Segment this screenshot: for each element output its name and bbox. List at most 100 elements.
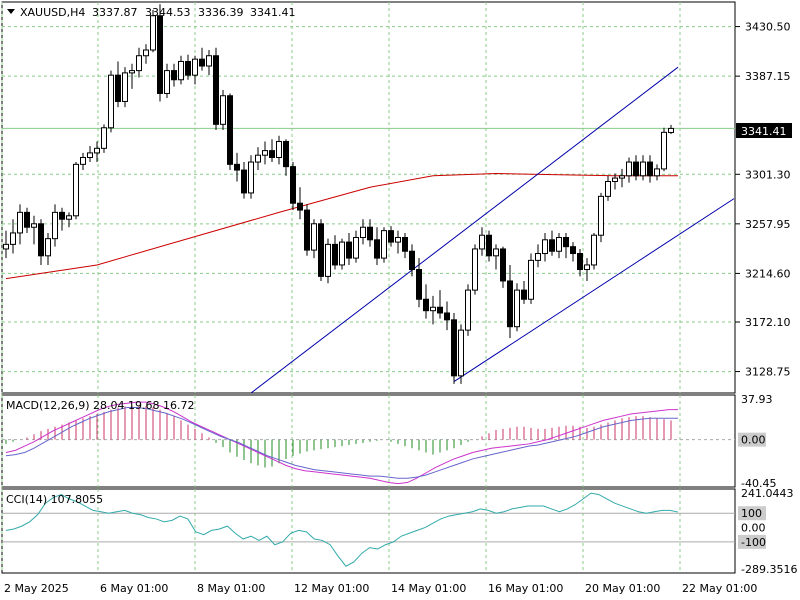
candle[interactable] (549, 239, 555, 252)
candle[interactable] (528, 259, 534, 300)
candlesticks[interactable] (3, 4, 674, 384)
channel-lower-line[interactable] (453, 198, 735, 382)
candle[interactable] (444, 312, 450, 321)
candle[interactable] (367, 226, 373, 241)
candle[interactable] (339, 241, 345, 266)
candle[interactable] (213, 55, 219, 125)
candle[interactable] (556, 237, 562, 252)
candle[interactable] (283, 140, 289, 168)
candle[interactable] (584, 264, 590, 271)
candle[interactable] (360, 226, 366, 239)
candle[interactable] (409, 250, 415, 271)
candle[interactable] (38, 223, 44, 257)
candle[interactable] (45, 238, 51, 257)
candle[interactable] (514, 289, 520, 328)
candle[interactable] (157, 15, 163, 94)
symbol-dropdown-icon[interactable] (7, 9, 15, 14)
candle[interactable] (388, 230, 394, 243)
candle[interactable] (577, 253, 583, 271)
candle[interactable] (437, 306, 443, 314)
candle[interactable] (73, 163, 79, 217)
candle[interactable] (563, 237, 569, 248)
candle[interactable] (164, 70, 170, 94)
candle[interactable] (17, 211, 23, 234)
candle[interactable] (633, 161, 639, 177)
candle[interactable] (94, 147, 100, 154)
candle[interactable] (185, 60, 191, 76)
candle[interactable] (472, 248, 478, 291)
candle[interactable] (479, 234, 485, 250)
candle[interactable] (227, 95, 233, 165)
candle[interactable] (465, 289, 471, 331)
candle[interactable] (318, 223, 324, 277)
candle[interactable] (80, 156, 86, 165)
candle[interactable] (192, 58, 198, 76)
candle[interactable] (241, 169, 247, 194)
candle[interactable] (10, 232, 16, 245)
candle[interactable] (332, 243, 338, 266)
candle[interactable] (150, 15, 156, 51)
candle[interactable] (178, 60, 184, 81)
candle[interactable] (430, 306, 436, 312)
candle[interactable] (325, 243, 331, 277)
candle[interactable] (108, 74, 114, 129)
candle[interactable] (486, 234, 492, 257)
candle[interactable] (59, 211, 65, 220)
candle[interactable] (395, 237, 401, 243)
candle[interactable] (619, 175, 625, 179)
candle[interactable] (402, 237, 408, 252)
candle[interactable] (129, 70, 135, 74)
candle[interactable] (451, 319, 457, 377)
candle[interactable] (458, 329, 464, 377)
candle[interactable] (220, 95, 226, 125)
candle[interactable] (262, 150, 268, 156)
candle[interactable] (640, 161, 646, 177)
candle[interactable] (87, 152, 93, 158)
candle[interactable] (661, 131, 667, 170)
candle[interactable] (521, 289, 527, 300)
candle[interactable] (24, 211, 30, 228)
candle[interactable] (206, 55, 212, 67)
candle[interactable] (346, 241, 352, 259)
candle[interactable] (668, 127, 674, 133)
candle[interactable] (598, 195, 604, 236)
candle[interactable] (234, 163, 240, 171)
candle[interactable] (52, 211, 58, 240)
candle[interactable] (647, 161, 653, 177)
candle[interactable] (3, 243, 9, 250)
candle[interactable] (570, 246, 576, 255)
candle[interactable] (248, 161, 254, 194)
candle[interactable] (493, 248, 499, 257)
candle[interactable] (143, 49, 149, 57)
candle[interactable] (171, 70, 177, 81)
candle[interactable] (612, 177, 618, 182)
cci-panel[interactable] (1, 488, 736, 574)
candle[interactable] (66, 215, 72, 220)
candle[interactable] (500, 248, 506, 282)
candle[interactable] (136, 55, 142, 72)
candle[interactable] (311, 223, 317, 251)
candle[interactable] (416, 269, 422, 300)
candle[interactable] (115, 74, 121, 102)
candle[interactable] (290, 166, 296, 204)
candle[interactable] (199, 58, 205, 67)
candle[interactable] (255, 154, 261, 163)
candle[interactable] (605, 180, 611, 197)
candle[interactable] (507, 280, 513, 328)
candle[interactable] (353, 237, 359, 259)
candle[interactable] (626, 161, 632, 177)
candle[interactable] (276, 140, 282, 158)
macd-panel[interactable] (1, 394, 736, 488)
candle[interactable] (374, 239, 380, 259)
candle[interactable] (101, 127, 107, 149)
candle[interactable] (423, 298, 429, 312)
candle[interactable] (535, 253, 541, 261)
candle[interactable] (269, 150, 275, 158)
candle[interactable] (654, 168, 660, 177)
candle[interactable] (31, 223, 37, 228)
candle[interactable] (381, 230, 387, 259)
channel-upper-line[interactable] (250, 66, 679, 394)
candle[interactable] (542, 239, 548, 255)
main-chart-panel[interactable] (1, 1, 736, 394)
